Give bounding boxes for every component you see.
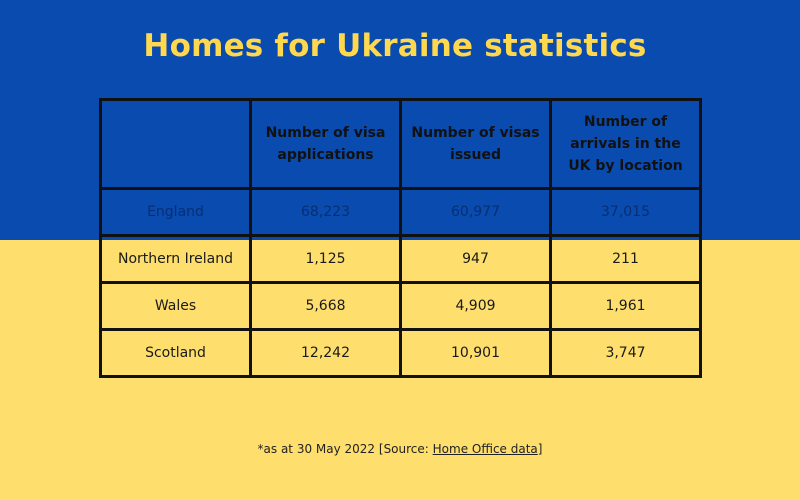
cell-arrivals: 211 (549, 234, 702, 284)
cell-applications: 68,223 (249, 187, 402, 237)
table-header-row: Number of visa applications Number of vi… (99, 98, 702, 190)
cell-issued: 60,977 (399, 187, 552, 237)
cell-issued: 4,909 (399, 281, 552, 331)
column-header-arrivals: Number of arrivals in the UK by location (549, 98, 702, 190)
statistics-table: Number of visa applications Number of vi… (99, 98, 702, 378)
home-office-data-link[interactable]: Home Office data (432, 442, 538, 456)
table-row: England 68,223 60,977 37,015 (99, 187, 702, 237)
cell-arrivals: 37,015 (549, 187, 702, 237)
cell-location: England (99, 187, 252, 237)
cell-location: Scotland (99, 328, 252, 378)
footnote-suffix: ] (537, 442, 543, 456)
column-header-applications: Number of visa applications (249, 98, 402, 190)
table-row: Wales 5,668 4,909 1,961 (99, 281, 702, 331)
cell-arrivals: 1,961 (549, 281, 702, 331)
column-header-visas-issued: Number of visas issued (399, 98, 552, 190)
column-header-location (99, 98, 252, 190)
source-footnote: *as at 30 May 2022 [Source: Home Office … (0, 442, 800, 456)
cell-applications: 5,668 (249, 281, 402, 331)
footnote-prefix: *as at 30 May 2022 [Source: (257, 442, 433, 456)
cell-arrivals: 3,747 (549, 328, 702, 378)
cell-applications: 12,242 (249, 328, 402, 378)
cell-location: Northern Ireland (99, 234, 252, 284)
cell-issued: 947 (399, 234, 552, 284)
cell-issued: 10,901 (399, 328, 552, 378)
table-row: Northern Ireland 1,125 947 211 (99, 234, 702, 284)
cell-location: Wales (99, 281, 252, 331)
cell-applications: 1,125 (249, 234, 402, 284)
table-row: Scotland 12,242 10,901 3,747 (99, 328, 702, 378)
page-title: Homes for Ukraine statistics (143, 28, 647, 64)
